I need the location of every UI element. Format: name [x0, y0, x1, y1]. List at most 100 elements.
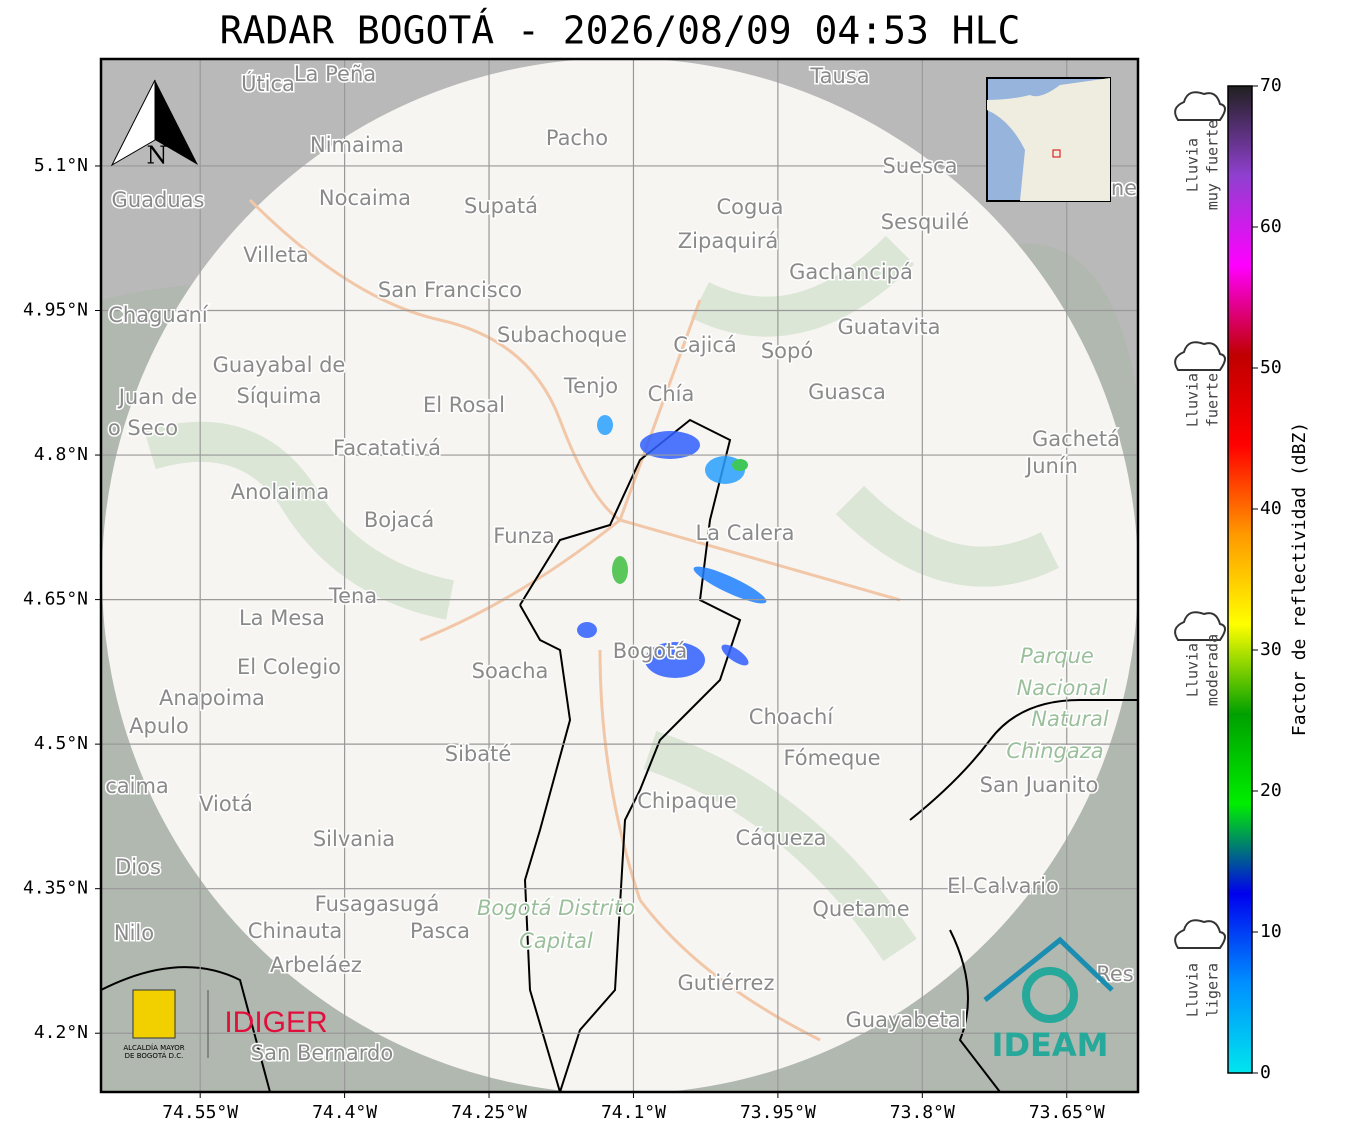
colorbar-tick-label: 40 [1260, 498, 1282, 519]
place-label: Anapoima [159, 686, 265, 710]
place-label: Arbeláez [270, 953, 362, 977]
colorbar-tick-label: 50 [1260, 357, 1282, 378]
vegetation [144, 235, 1059, 962]
idiger-logo: IDIGER [224, 1006, 327, 1039]
ideam-roof [983, 936, 1114, 1002]
legend-label: Lluvia [1184, 373, 1202, 427]
place-label: Bogotá [613, 639, 688, 663]
place-label: Gachancipá [789, 260, 913, 284]
inset-marker [1052, 149, 1061, 158]
cloud-icon [1174, 611, 1226, 641]
district-boundary [519, 418, 742, 1092]
axis-ticks: 74.55°W 74.4°W 74.25°W 74.1°W 73.95°W 73.8°W 7… [23, 155, 1105, 1123]
title: RADAR BOGOTÁ - 2026/08/09 04:53 HLC [220, 9, 1021, 53]
cloud-icon [1174, 341, 1226, 371]
place-label: Síquima [237, 384, 322, 408]
arrow-right [155, 80, 198, 165]
place-label: El Colegio [237, 655, 341, 679]
place-label: Villeta [243, 243, 308, 267]
y-tick-label: 5.1°N [34, 155, 88, 176]
echo [597, 415, 613, 435]
place-label: Tena [328, 584, 377, 608]
place-label: Fusagasugá [315, 892, 440, 916]
echo [612, 556, 628, 584]
place-label: Choachí [749, 705, 835, 729]
colorbar-tick-label: 0 [1260, 1062, 1271, 1083]
legend-label: Lluvia [1184, 138, 1202, 192]
park-label: Capital [519, 929, 593, 953]
colorbar-tick-label: 10 [1260, 921, 1282, 942]
place-label: Guayabal de [213, 353, 346, 377]
place-label: Cajicá [673, 333, 737, 357]
place-label: La Mesa [239, 606, 325, 630]
legend-label: Lluvia [1184, 643, 1202, 697]
place-label: Pasca [410, 919, 470, 943]
colorbar-label: Factor de reflectividad (dBZ) [1289, 422, 1310, 736]
y-tick-label: 4.8°N [34, 444, 88, 465]
north-label: N [147, 142, 168, 170]
place-label: Chipaque [637, 789, 737, 813]
y-tick-label: 4.2°N [34, 1022, 88, 1043]
echo [640, 431, 700, 459]
place-label: Fómeque [783, 746, 880, 770]
place-label: Res [1096, 962, 1134, 986]
place-label: Soacha [472, 659, 549, 683]
ideam-swirl [1022, 967, 1078, 1023]
echo [693, 566, 767, 604]
legend-label: fuerte [1204, 373, 1222, 427]
place-label: Útica [241, 71, 295, 96]
place-label: Facatativá [333, 436, 441, 460]
colorbar-tick-label: 60 [1260, 216, 1282, 237]
place-label: o Seco [108, 416, 178, 440]
place-label: La Peña [294, 62, 376, 86]
echo [577, 622, 597, 638]
ideam-text: IDEAM [992, 1026, 1109, 1064]
colorbar [1227, 85, 1253, 1074]
place-label: Suesca [883, 154, 958, 178]
alcaldia-text: DE BOGOTÁ D.C. [125, 1051, 184, 1060]
place-label: Dios [115, 855, 161, 879]
x-tick-label: 74.1°W [601, 1102, 666, 1123]
place-label: ne [1111, 176, 1137, 200]
x-tick-label: 74.25°W [451, 1102, 527, 1123]
cloud-icon [1174, 919, 1226, 949]
north-arrow: N [110, 79, 198, 170]
department-boundary [101, 699, 1138, 1092]
place-label: Chaguaní [108, 303, 209, 327]
place-label: Cáqueza [736, 826, 827, 850]
place-label: El Rosal [423, 393, 505, 417]
park-label: Chingaza [1006, 739, 1103, 763]
x-tick-label: 73.95°W [740, 1102, 816, 1123]
place-label: Nilo [114, 921, 154, 945]
legend-label: Lluvia [1184, 963, 1202, 1017]
park-label: Bogotá Distrito [477, 896, 635, 920]
place-label: Gachetá [1032, 427, 1120, 451]
y-tick-label: 4.65°N [23, 589, 88, 610]
place-label: Viotá [199, 792, 253, 816]
place-label: Chinauta [248, 919, 342, 943]
place-label: Silvania [313, 827, 395, 851]
place-label: Pacho [546, 126, 608, 150]
place-label: El Calvario [947, 874, 1059, 898]
place-label: Tausa [809, 64, 869, 88]
radar-echoes [577, 415, 767, 678]
colorbar-tick-label: 30 [1260, 639, 1282, 660]
park-label: Nacional [1017, 676, 1108, 700]
echo [732, 459, 748, 471]
place-label: Supatá [464, 194, 538, 218]
place-label: San Francisco [378, 278, 522, 302]
roads [248, 198, 901, 1042]
grid [101, 59, 1138, 1092]
place-label: Junín [1024, 454, 1078, 478]
place-label: La Calera [695, 521, 794, 545]
x-tick-label: 74.55°W [162, 1102, 238, 1123]
place-label: Guasca [808, 380, 886, 404]
x-tick-label: 74.4°W [312, 1102, 377, 1123]
place-label: Funza [493, 524, 554, 548]
y-tick-label: 4.5°N [34, 733, 88, 754]
place-label: Guayabetal [846, 1008, 967, 1032]
place-label: San Juanito [980, 773, 1099, 797]
